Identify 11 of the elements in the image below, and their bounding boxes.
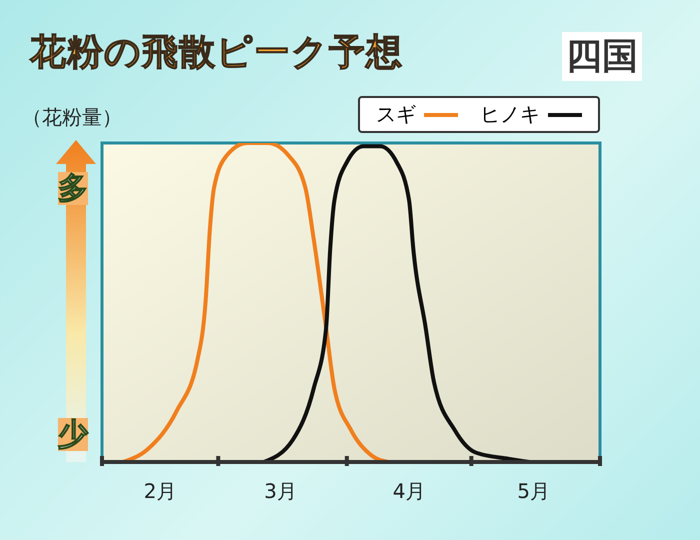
x-tick-label: 3月: [264, 479, 297, 503]
x-tick-label: 5月: [517, 479, 550, 503]
text: 少: [58, 417, 88, 452]
chart-subtitle: 四国: [562, 32, 642, 81]
text: 多: [58, 171, 88, 206]
x-tick-label: 2月: [144, 479, 176, 503]
legend-label: スギ: [376, 101, 417, 128]
x-tick-label: 4月: [392, 479, 426, 503]
y-axis-title: （花粉量）: [22, 104, 122, 131]
chart-title: 花粉の飛散ピーク予想: [30, 31, 403, 75]
legend-label: ヒノキ: [480, 101, 541, 128]
